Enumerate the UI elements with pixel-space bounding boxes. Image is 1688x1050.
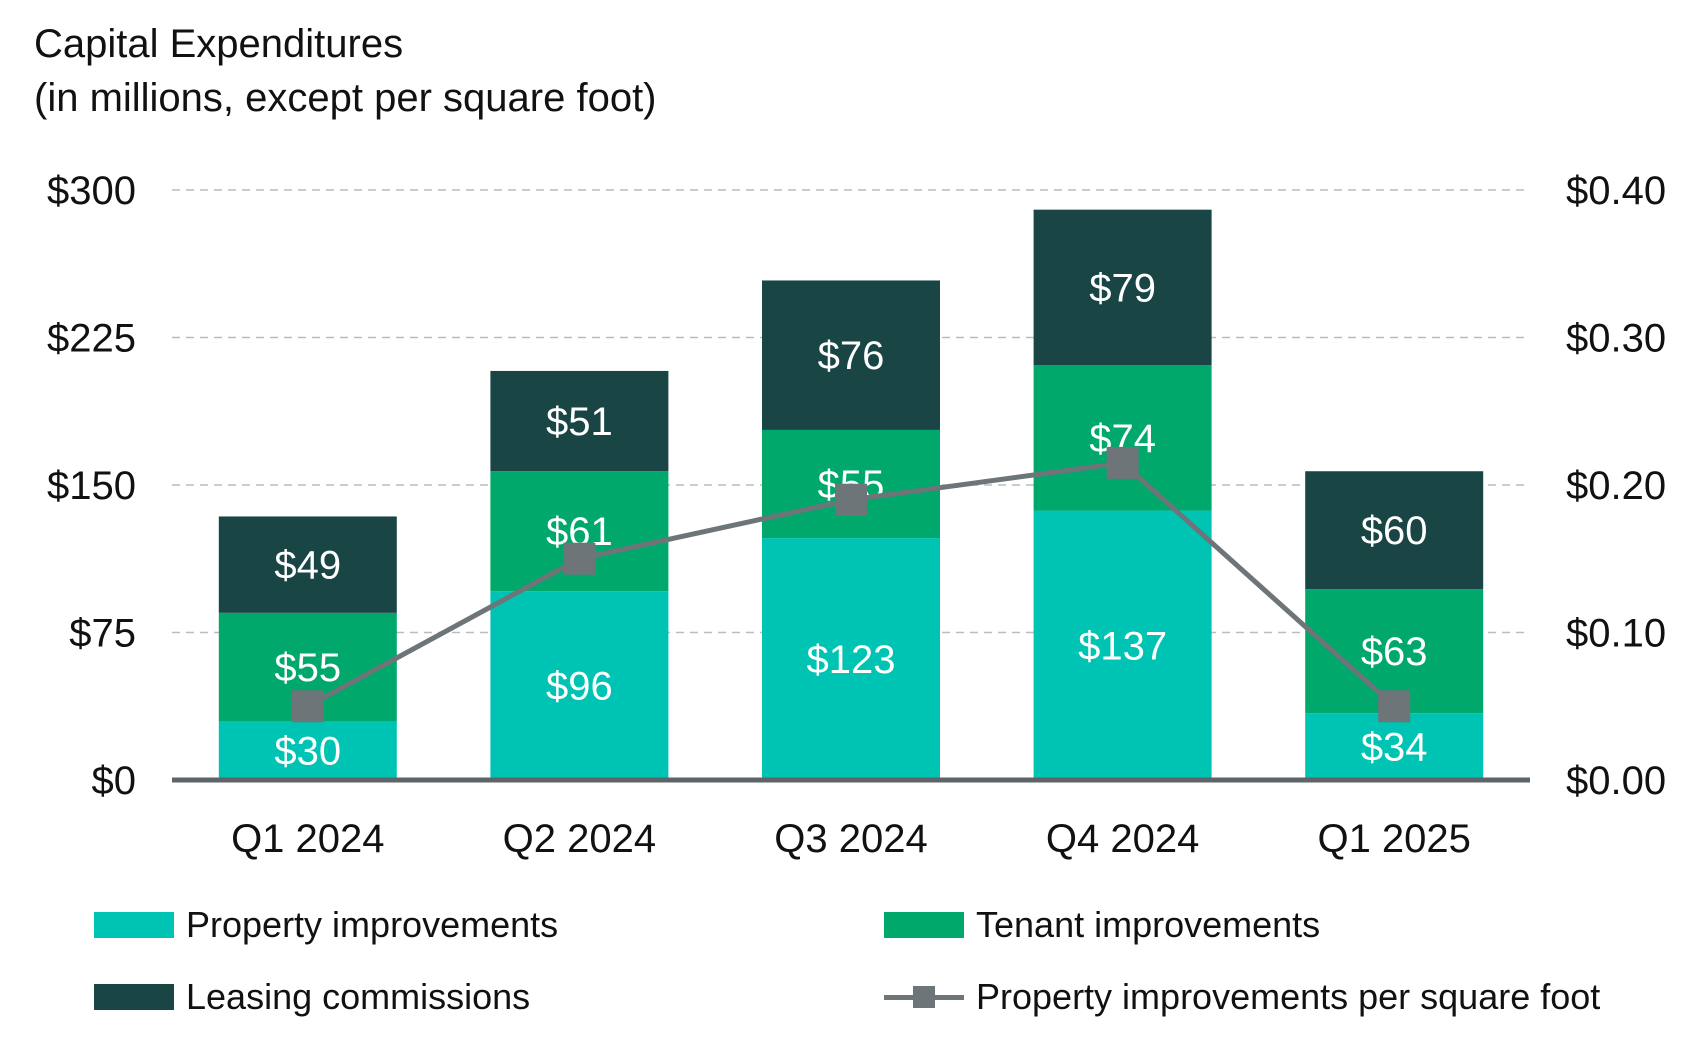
legend-item-leasing-commissions: Leasing commissions (94, 976, 530, 1018)
data-label: $34 (1361, 726, 1428, 770)
legend-swatch-per-square-foot (884, 982, 964, 1012)
legend-swatch-tenant-improvements (884, 912, 964, 938)
bar-segment-property-improvements (218, 721, 397, 780)
data-label: $49 (274, 544, 341, 588)
y2-axis-tick-label: $0.20 (1566, 464, 1666, 508)
x-axis-tick-label: Q4 2024 (1046, 817, 1199, 861)
bar-segment-property-improvements (1033, 510, 1212, 780)
legend-label-per-square-foot: Property improvements per square foot (976, 976, 1601, 1017)
legend-item-per-square-foot: Property improvements per square foot (884, 976, 1600, 1018)
per-square-foot-marker (1378, 690, 1411, 723)
per-square-foot-marker (291, 690, 324, 723)
legend-item-property-improvements: Property improvements (94, 904, 558, 946)
bar-segment-property-improvements (1305, 713, 1484, 780)
legend-label-tenant-improvements: Tenant improvements (976, 904, 1321, 945)
legend-label-property-improvements: Property improvements (186, 904, 559, 945)
data-label: $60 (1361, 509, 1428, 553)
bar-segment-leasing-commissions (490, 370, 669, 472)
x-axis-tick-label: Q3 2024 (774, 817, 927, 861)
legend-label-leasing-commissions: Leasing commissions (186, 976, 531, 1017)
y-axis-tick-label: $0 (92, 759, 137, 803)
x-axis-tick-label: Q2 2024 (503, 817, 656, 861)
chart-subtitle: (in millions, except per square foot) (34, 76, 657, 120)
legend-item-tenant-improvements: Tenant improvements (884, 904, 1320, 946)
per-square-foot-marker (835, 483, 867, 516)
y-axis-tick-label: $75 (69, 612, 136, 656)
per-square-foot-marker (563, 542, 596, 575)
legend-swatch-leasing-commissions (94, 984, 174, 1010)
y2-axis-tick-label: $0.10 (1566, 612, 1666, 656)
y-axis-tick-label: $150 (47, 464, 136, 508)
y-axis-tick-label: $300 (47, 169, 136, 213)
y2-axis-tick-label: $0.00 (1566, 759, 1666, 803)
data-label: $137 (1078, 624, 1167, 668)
data-label: $30 (274, 730, 341, 774)
bar-segment-leasing-commissions (762, 280, 940, 430)
data-label: $63 (1361, 630, 1428, 674)
legend-swatch-property-improvements (94, 912, 174, 938)
bar-segment-property-improvements (490, 591, 669, 780)
data-label: $96 (546, 665, 613, 709)
data-label: $79 (1089, 266, 1156, 310)
data-label: $55 (274, 646, 341, 690)
per-square-foot-marker (1106, 446, 1139, 479)
bar-segment-leasing-commissions (1305, 471, 1484, 590)
bar-segment-leasing-commissions (218, 516, 397, 613)
data-label: $123 (807, 638, 896, 682)
y2-axis-tick-label: $0.30 (1566, 317, 1666, 361)
x-axis-tick-label: Q1 2024 (231, 817, 384, 861)
x-axis-tick-label: Q1 2025 (1317, 817, 1470, 861)
data-label: $51 (546, 400, 613, 444)
bar-segment-leasing-commissions (1033, 209, 1212, 366)
bar-segment-tenant-improvements (1033, 365, 1212, 511)
y2-axis-tick-label: $0.40 (1566, 169, 1666, 213)
data-label: $76 (818, 334, 885, 378)
y-axis-tick-label: $225 (47, 317, 136, 361)
bar-segment-property-improvements (762, 538, 940, 780)
chart-title: Capital Expenditures (34, 22, 404, 66)
